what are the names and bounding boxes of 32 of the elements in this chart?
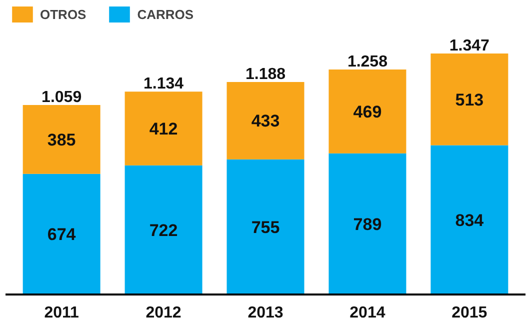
- bar: [226, 82, 304, 160]
- x-tick-label: 2013: [248, 304, 284, 320]
- data-label: 412: [149, 119, 178, 138]
- total-label: 1.347: [449, 38, 490, 55]
- bar: [430, 54, 508, 146]
- legend-label: CARROS: [137, 6, 194, 22]
- data-label: 513: [455, 90, 484, 110]
- data-label: 385: [47, 130, 76, 150]
- data-label: 722: [149, 220, 178, 240]
- data-label: 469: [353, 102, 382, 122]
- x-tick-label: 2015: [452, 304, 488, 320]
- bar: [22, 174, 100, 294]
- bar: [124, 165, 202, 294]
- x-tick-label: 2014: [350, 304, 386, 320]
- data-label: 674: [47, 225, 76, 244]
- x-tick-label: 2011: [44, 304, 80, 320]
- bar: [430, 145, 508, 294]
- bar: [124, 92, 202, 166]
- data-label: 789: [353, 214, 382, 234]
- total-label: 1.258: [347, 54, 388, 71]
- bar: [328, 153, 406, 294]
- data-label: 755: [251, 218, 280, 237]
- total-label: 1.059: [42, 89, 82, 106]
- x-tick-label: 2012: [146, 304, 182, 320]
- total-label: 1.188: [245, 66, 286, 84]
- data-label: 834: [455, 210, 484, 230]
- total-label: 1.134: [144, 76, 184, 93]
- bar: [226, 159, 304, 294]
- legend-label: OTROS: [40, 6, 86, 22]
- bar: [328, 69, 406, 154]
- data-label: 433: [251, 112, 280, 131]
- bar: [22, 105, 100, 174]
